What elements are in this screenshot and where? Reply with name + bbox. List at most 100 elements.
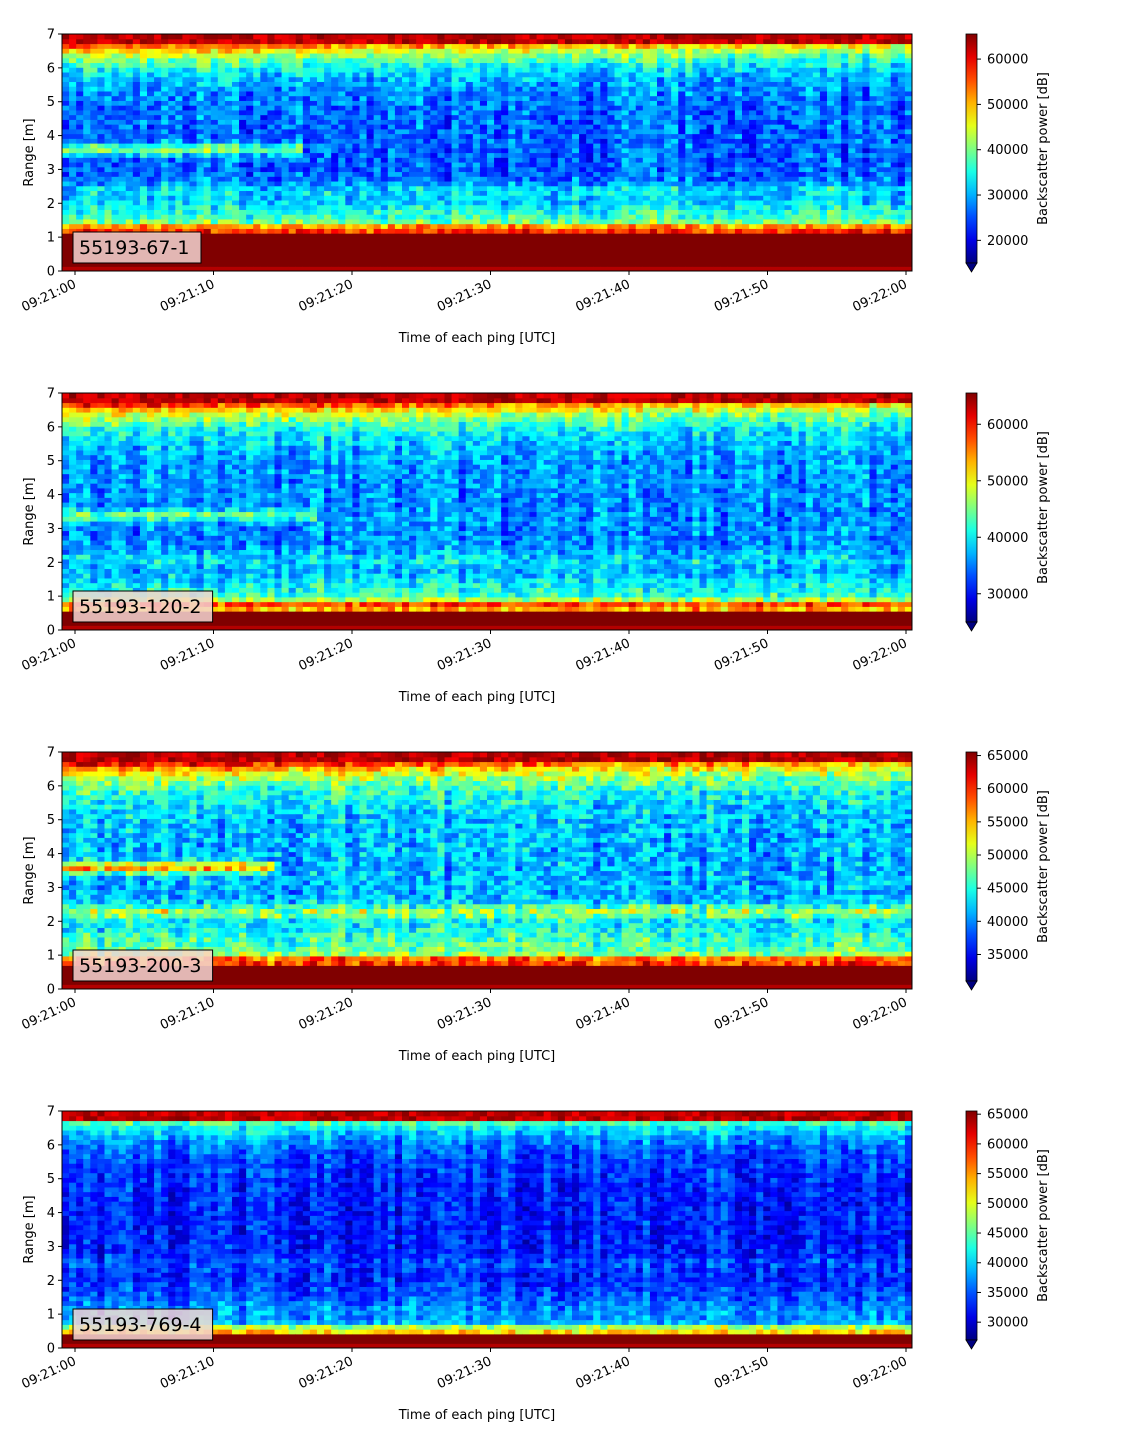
heatmap-cell — [76, 124, 84, 130]
heatmap-cell — [430, 171, 439, 177]
heatmap-cell — [494, 242, 502, 248]
heatmap-cell — [727, 185, 736, 192]
heatmap-cell — [635, 218, 644, 225]
heatmap-cell — [359, 209, 368, 215]
heatmap-cell — [104, 119, 113, 125]
heatmap-cell — [260, 48, 269, 54]
heatmap-cell — [331, 247, 339, 253]
heatmap-cell — [203, 133, 212, 139]
heatmap-cell — [664, 266, 672, 271]
heatmap-cell — [536, 43, 545, 49]
heatmap-cell — [260, 143, 269, 149]
heatmap-cell — [472, 176, 481, 182]
heatmap-cell — [182, 43, 191, 49]
heatmap-cell — [210, 90, 219, 97]
heatmap-cell — [671, 166, 679, 173]
heatmap-cell — [210, 67, 219, 73]
heatmap-cell — [139, 48, 148, 54]
heatmap-cell — [90, 38, 99, 45]
heatmap-cell — [402, 190, 410, 196]
heatmap-cell — [742, 119, 750, 125]
heatmap-cell — [253, 190, 261, 196]
heatmap-cell — [671, 161, 679, 168]
heatmap-cell — [642, 86, 651, 92]
heatmap-cell — [628, 62, 637, 68]
heatmap-cell — [564, 62, 573, 68]
heatmap-cell — [515, 147, 524, 154]
heatmap-cell — [387, 256, 396, 263]
heatmap-cell — [139, 43, 148, 49]
heatmap-cell — [281, 52, 290, 59]
heatmap-cell — [706, 34, 715, 40]
heatmap-cell — [345, 38, 354, 45]
heatmap-cell — [182, 38, 191, 45]
heatmap-cell — [564, 133, 573, 139]
heatmap-cell — [742, 76, 750, 82]
heatmap-cell — [600, 34, 609, 40]
heatmap-cell — [274, 48, 283, 54]
heatmap-cell — [699, 48, 708, 54]
heatmap-cell — [324, 43, 332, 49]
heatmap-cell — [727, 190, 736, 196]
heatmap-cell — [416, 252, 424, 258]
heatmap-cell — [274, 105, 283, 111]
heatmap-cell — [224, 95, 233, 101]
heatmap-cell — [175, 48, 184, 54]
heatmap-cell — [317, 100, 325, 106]
heatmap-cell — [90, 133, 99, 139]
heatmap-cell — [295, 195, 304, 201]
heatmap-cell — [607, 124, 616, 130]
heatmap-cell — [147, 171, 155, 177]
heatmap-cell — [147, 95, 155, 101]
heatmap-cell — [451, 143, 460, 149]
heatmap-cell — [387, 147, 396, 154]
heatmap-cell — [366, 90, 375, 97]
heatmap-cell — [168, 157, 176, 163]
heatmap-cell — [147, 185, 155, 192]
heatmap-cell — [706, 57, 715, 64]
heatmap-cell — [175, 180, 184, 187]
heatmap-cell — [749, 157, 757, 163]
heatmap-cell — [487, 67, 495, 73]
heatmap-cell — [763, 242, 771, 248]
heatmap-cell — [402, 124, 410, 130]
heatmap-cell — [699, 71, 708, 78]
heatmap-cell — [720, 34, 729, 40]
heatmap-cell — [564, 52, 573, 59]
heatmap-cell — [628, 86, 637, 92]
heatmap-cell — [253, 128, 261, 135]
heatmap-cell — [232, 81, 240, 87]
heatmap-cell — [331, 256, 339, 263]
heatmap-cell — [345, 233, 354, 239]
heatmap-cell — [487, 247, 495, 253]
heatmap-cell — [508, 152, 516, 158]
heatmap-cell — [423, 100, 431, 106]
heatmap-cell — [324, 114, 332, 120]
heatmap-cell — [118, 38, 127, 45]
heatmap-cell — [125, 171, 134, 177]
heatmap-cell — [331, 214, 339, 220]
heatmap-cell — [479, 71, 488, 78]
heatmap-cell — [706, 62, 715, 68]
heatmap-cell — [189, 185, 198, 192]
heatmap-cell — [593, 133, 601, 139]
heatmap-cell — [720, 242, 729, 248]
heatmap-cell — [132, 195, 141, 201]
heatmap-cell — [366, 114, 375, 120]
heatmap-cell — [593, 62, 601, 68]
heatmap-cell — [713, 114, 722, 120]
heatmap-cell — [224, 242, 233, 248]
heatmap-cell — [90, 261, 99, 267]
heatmap-cell — [267, 143, 276, 149]
heatmap-cell — [451, 38, 460, 45]
heatmap-cell — [224, 81, 233, 87]
heatmap-cell — [416, 233, 424, 239]
heatmap-cell — [465, 242, 474, 248]
heatmap-cell — [359, 143, 368, 149]
heatmap-cell — [430, 86, 439, 92]
heatmap-cell — [501, 62, 509, 68]
heatmap-cell — [734, 90, 743, 97]
heatmap-cell — [394, 43, 403, 49]
heatmap-cell — [678, 199, 686, 206]
